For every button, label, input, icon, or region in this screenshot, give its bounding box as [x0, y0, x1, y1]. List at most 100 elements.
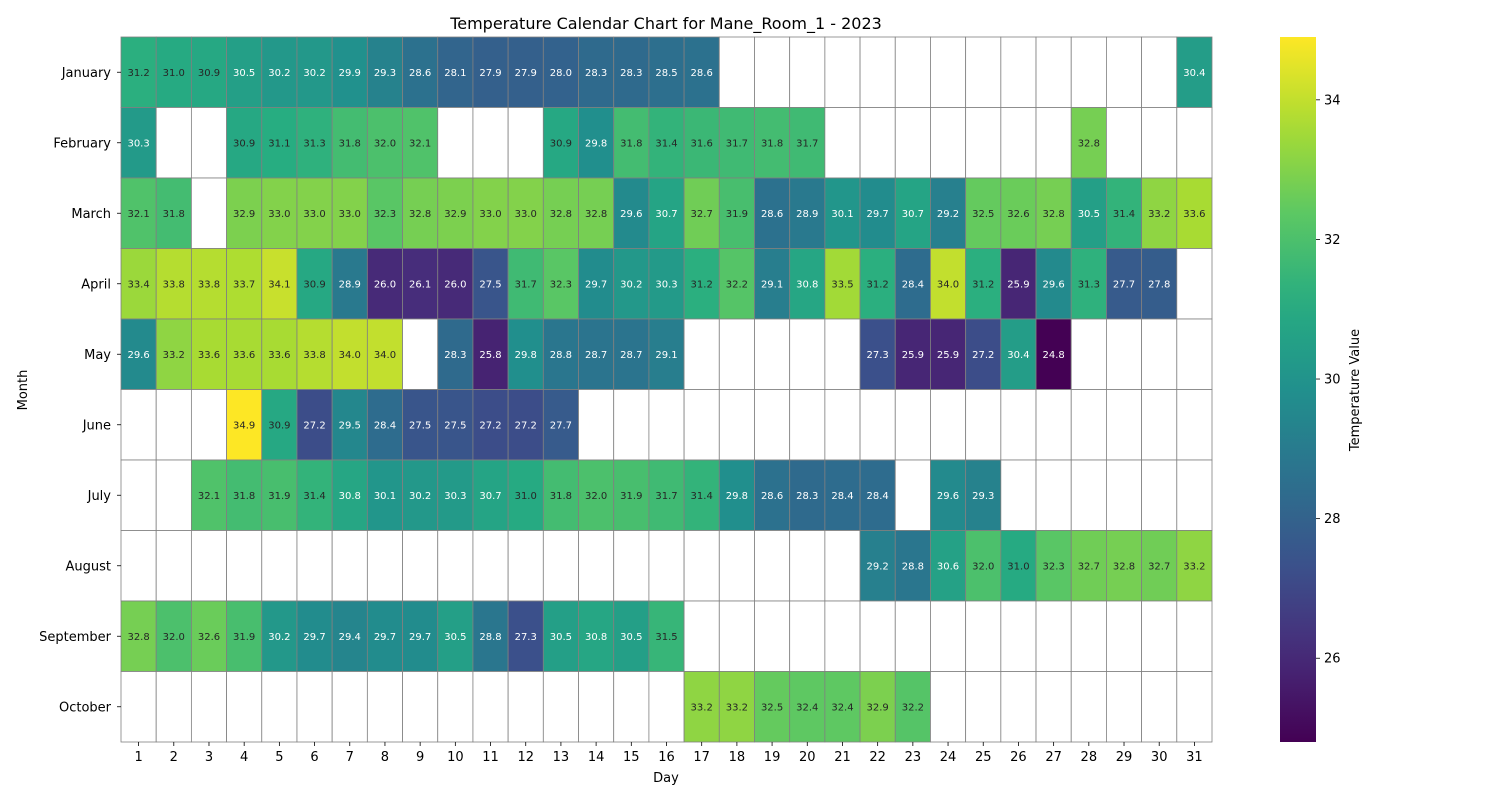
- empty-cell: [1035, 107, 1072, 179]
- cell-value-label: 28.8: [902, 561, 924, 572]
- heatmap-cell: [1035, 318, 1072, 390]
- heatmap-cell: [437, 600, 474, 672]
- cell-value-label: 32.0: [972, 561, 994, 572]
- heatmap-cell: [894, 177, 931, 249]
- heatmap-cell: [1106, 530, 1143, 602]
- x-tick-label: 7: [346, 750, 354, 765]
- cell-value-label: 32.9: [867, 702, 889, 713]
- cell-value-label: 33.7: [233, 279, 255, 290]
- cell-value-label: 25.9: [937, 350, 959, 361]
- cell-value-label: 32.8: [1042, 209, 1064, 220]
- cell-value-label: 29.6: [127, 350, 149, 361]
- heatmap-cell: [507, 177, 544, 249]
- x-tick-label: 2: [170, 750, 178, 765]
- heatmap-cell: [578, 36, 615, 108]
- heatmap-cell: [613, 600, 650, 672]
- cell-value-label: 33.2: [163, 350, 185, 361]
- cell-value-label: 29.4: [339, 632, 361, 643]
- empty-cell: [789, 600, 826, 672]
- x-tick-label: 21: [834, 750, 851, 765]
- cell-value-label: 34.0: [374, 350, 396, 361]
- heatmap-cell: [366, 318, 403, 390]
- empty-cell: [472, 530, 509, 602]
- cell-value-label: 32.0: [585, 491, 607, 502]
- cell-value-label: 29.6: [620, 209, 642, 220]
- cell-value-label: 34.9: [233, 420, 255, 431]
- empty-cell: [789, 530, 826, 602]
- heatmap-cell: [930, 459, 967, 531]
- cell-value-label: 31.1: [268, 138, 290, 149]
- cell-value-label: 33.0: [339, 209, 361, 220]
- empty-cell: [296, 671, 333, 743]
- empty-cell: [542, 530, 579, 602]
- x-tick-label: 13: [553, 750, 570, 765]
- cell-value-label: 31.8: [339, 138, 361, 149]
- empty-cell: [437, 671, 474, 743]
- cell-value-label: 27.9: [479, 68, 501, 79]
- cell-value-label: 28.0: [550, 68, 572, 79]
- colorbar-tick-label: 30: [1324, 373, 1341, 388]
- empty-cell: [155, 389, 192, 461]
- empty-cell: [1070, 600, 1107, 672]
- y-tick-label: October: [59, 700, 112, 715]
- empty-cell: [1070, 389, 1107, 461]
- empty-cell: [331, 530, 368, 602]
- heatmap-cell: [472, 177, 509, 249]
- cell-value-label: 28.5: [655, 68, 677, 79]
- heatmap-cell: [226, 318, 263, 390]
- heatmap-cell: [190, 36, 227, 108]
- cell-value-label: 30.7: [655, 209, 677, 220]
- cell-value-label: 32.5: [761, 702, 783, 713]
- heatmap-cell: [296, 177, 333, 249]
- heatmap-cell: [789, 248, 826, 320]
- empty-cell: [1106, 36, 1143, 108]
- heatmap-cell: [613, 177, 650, 249]
- colorbar-tick-label: 34: [1324, 93, 1341, 108]
- heatmap-cell: [366, 600, 403, 672]
- heatmap-cell: [366, 389, 403, 461]
- empty-cell: [1106, 600, 1143, 672]
- cell-value-label: 30.9: [550, 138, 572, 149]
- empty-cell: [1176, 318, 1213, 390]
- heatmap-cell: [190, 318, 227, 390]
- cell-value-label: 29.2: [937, 209, 959, 220]
- empty-cell: [648, 389, 685, 461]
- empty-cell: [754, 600, 791, 672]
- cell-value-label: 28.9: [796, 209, 818, 220]
- cell-value-label: 32.8: [127, 632, 149, 643]
- heatmap-cell: [578, 177, 615, 249]
- cell-value-label: 30.5: [550, 632, 572, 643]
- empty-cell: [718, 530, 755, 602]
- cell-value-label: 28.6: [761, 209, 783, 220]
- empty-cell: [965, 389, 1002, 461]
- empty-cell: [1176, 107, 1213, 179]
- heatmap-cell: [824, 459, 861, 531]
- cell-value-label: 28.6: [691, 68, 713, 79]
- heatmap-cell: [859, 248, 896, 320]
- cell-value-label: 31.8: [163, 209, 185, 220]
- heatmap-cell: [683, 177, 720, 249]
- cell-value-label: 31.0: [163, 68, 185, 79]
- heatmap-cell: [366, 177, 403, 249]
- heatmap-cell: [894, 530, 931, 602]
- cell-value-label: 28.8: [479, 632, 501, 643]
- heatmap-cell: [472, 459, 509, 531]
- x-tick-label: 23: [905, 750, 922, 765]
- cell-value-label: 30.2: [268, 632, 290, 643]
- cell-value-label: 32.3: [374, 209, 396, 220]
- empty-cell: [1000, 36, 1037, 108]
- cell-value-label: 28.3: [620, 68, 642, 79]
- cell-value-label: 29.3: [374, 68, 396, 79]
- cell-value-label: 28.4: [831, 491, 853, 502]
- cell-value-label: 27.7: [550, 420, 572, 431]
- cell-value-label: 30.3: [127, 138, 149, 149]
- cell-value-label: 34.1: [268, 279, 290, 290]
- empty-cell: [824, 318, 861, 390]
- cell-value-label: 29.7: [585, 279, 607, 290]
- cell-value-label: 31.2: [127, 68, 149, 79]
- empty-cell: [437, 530, 474, 602]
- cell-value-label: 31.8: [761, 138, 783, 149]
- cell-value-label: 32.3: [1042, 561, 1064, 572]
- heatmap-cell: [472, 600, 509, 672]
- empty-cell: [894, 36, 931, 108]
